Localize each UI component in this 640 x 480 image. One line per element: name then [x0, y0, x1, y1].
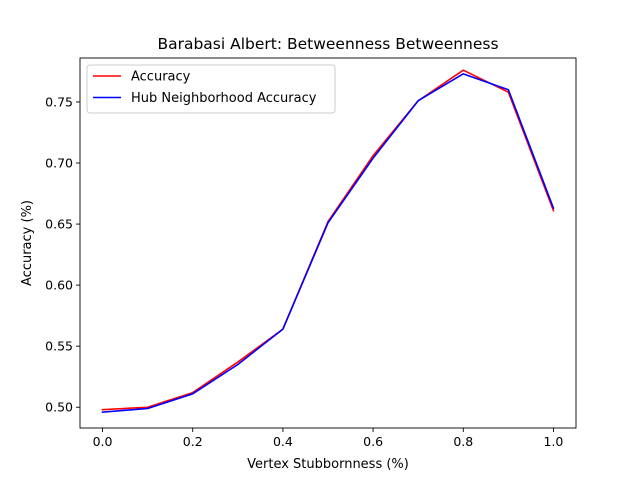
series-line-hub-neighborhood-accuracy [101, 73, 555, 413]
plot-background [80, 58, 576, 428]
x-tick-label: 0.6 [363, 434, 383, 449]
plot-area [80, 58, 576, 428]
y-tick-label: 0.50 [45, 400, 73, 415]
y-tick-label: 0.55 [45, 339, 73, 354]
series-lines [101, 69, 555, 413]
y-axis-label: Accuracy (%) [20, 200, 35, 286]
x-tick-label: 0.8 [453, 434, 473, 449]
y-tick-label: 0.65 [45, 217, 73, 232]
x-axis-label: Vertex Stubbornness (%) [247, 457, 409, 472]
y-tick-label: 0.75 [45, 94, 73, 109]
x-tick-label: 1.0 [544, 434, 564, 449]
chart-title: Barabasi Albert: Betweenness Betweenness [157, 35, 498, 53]
y-tick-label: 0.60 [45, 278, 73, 293]
legend-box [86, 64, 336, 114]
x-tick-label: 0.4 [273, 434, 293, 449]
y-tick-label: 0.70 [45, 156, 73, 171]
x-tick-label: 0.2 [183, 434, 203, 449]
legend-label: Accuracy [131, 70, 191, 85]
x-tick-label: 0.0 [93, 434, 113, 449]
x-axis-ticks: 0.0 0.2 0.4 0.6 0.8 1.0 [93, 428, 564, 449]
y-axis-ticks: 0.50 0.55 0.60 0.65 0.70 0.75 [45, 94, 80, 415]
legend: Accuracy Hub Neighborhood Accuracy [86, 64, 336, 114]
plot-frame [79, 57, 577, 429]
legend-label: Hub Neighborhood Accuracy [131, 91, 317, 106]
